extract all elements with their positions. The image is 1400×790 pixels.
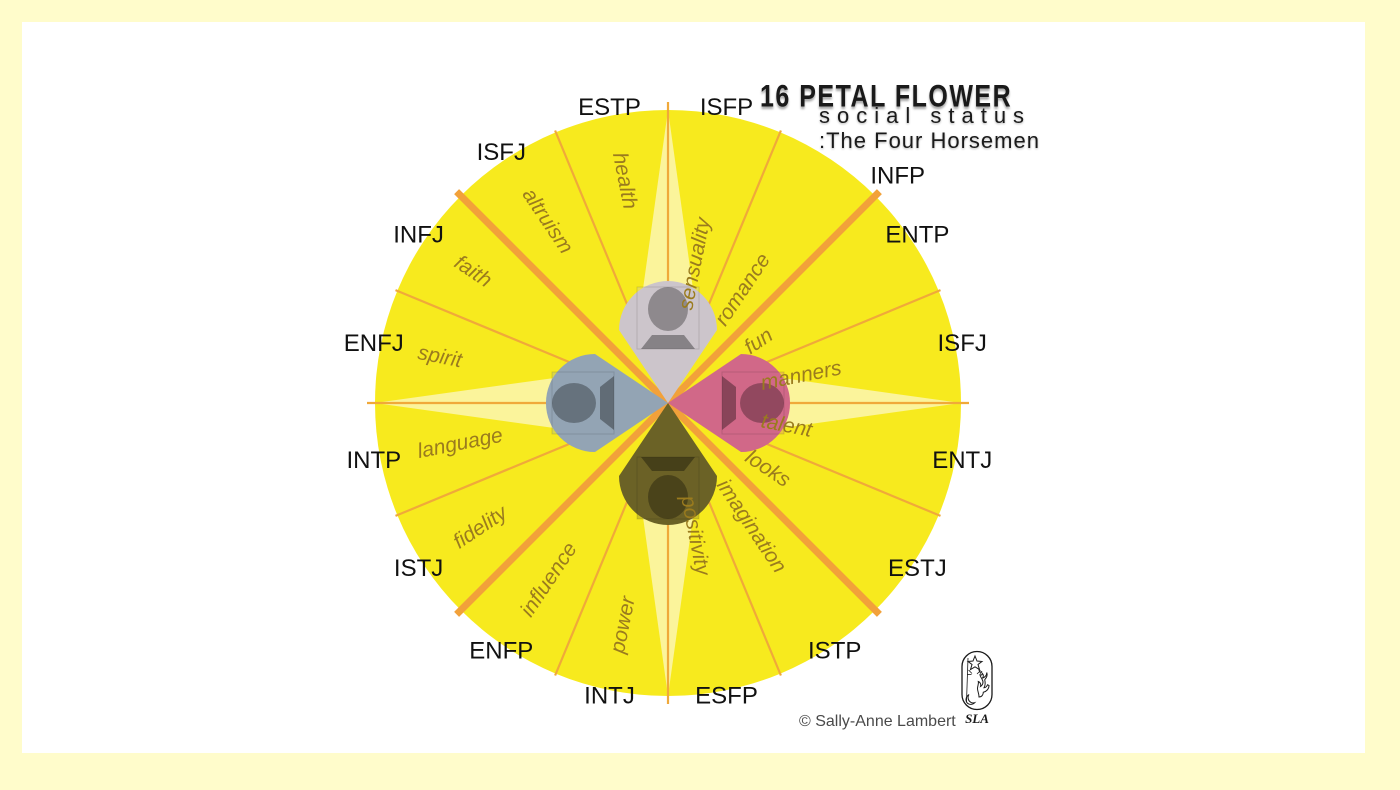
svg-text:ESFP: ESFP (695, 683, 758, 710)
svg-text:INTJ: INTJ (584, 683, 635, 710)
svg-text:ISTP: ISTP (808, 638, 861, 665)
svg-text:SLA: SLA (965, 711, 989, 726)
svg-text:ISTJ: ISTJ (394, 555, 443, 582)
svg-text:ISFJ: ISFJ (938, 330, 987, 357)
svg-text:INTP: INTP (346, 447, 401, 474)
svg-text:ENTP: ENTP (885, 222, 949, 249)
svg-text:ESTJ: ESTJ (888, 555, 947, 582)
svg-text:ENFJ: ENFJ (344, 330, 404, 357)
svg-text:ENTJ: ENTJ (932, 447, 992, 474)
svg-text:INFJ: INFJ (393, 222, 444, 249)
svg-text:ISFJ: ISFJ (477, 139, 526, 166)
svg-text:ENFP: ENFP (469, 638, 533, 665)
svg-text:ESTP: ESTP (578, 94, 641, 121)
svg-text:ISFP: ISFP (700, 94, 753, 121)
svg-text:INFP: INFP (870, 163, 925, 190)
